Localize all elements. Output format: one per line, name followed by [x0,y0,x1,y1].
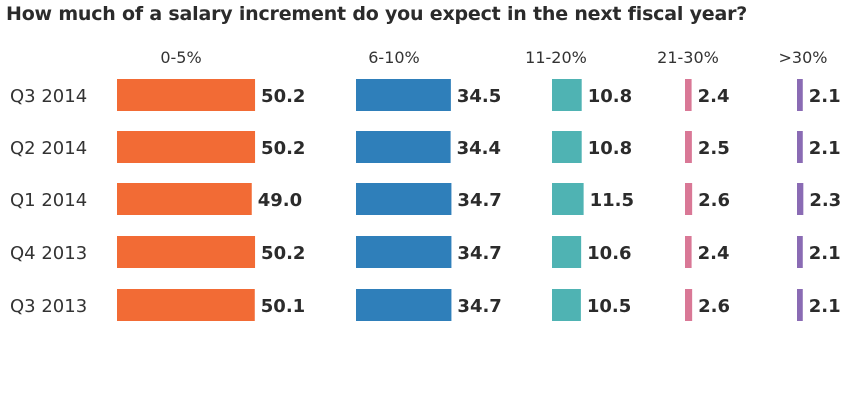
bar-3-0 [685,79,692,111]
bar-1-1 [356,131,451,163]
series-header-1: 6-10% [368,48,420,67]
value-label: 34.7 [457,190,501,211]
series-header-3: 21-30% [657,48,719,67]
value-label: 11.5 [590,190,634,211]
bar-1-4 [356,289,452,321]
bar-1-3 [356,236,452,268]
bar-4-1 [797,131,803,163]
value-label: 2.1 [809,243,841,264]
bar-3-2 [685,183,693,215]
series-header-2: 11-20% [525,48,587,67]
value-label: 50.2 [261,138,305,159]
value-label: 10.8 [588,86,632,107]
value-label: 34.7 [457,296,501,317]
category-label: Q4 2013 [10,243,87,264]
bar-0-1 [117,131,256,163]
bar-0-3 [117,236,256,268]
bar-3-4 [685,289,693,321]
bar-0-2 [117,183,252,215]
bar-0-0 [117,79,256,111]
bar-0-4 [117,289,255,321]
value-label: 2.4 [698,86,730,107]
bar-2-3 [552,236,582,268]
bar-1-2 [356,183,452,215]
bar-3-1 [685,131,692,163]
value-label: 2.6 [698,190,730,211]
value-label: 50.2 [261,86,305,107]
category-label: Q3 2013 [10,296,87,317]
bar-2-0 [552,79,582,111]
category-label: Q2 2014 [10,138,87,159]
value-label: 34.4 [457,138,501,159]
series-header-0: 0-5% [160,48,201,67]
value-label: 50.1 [261,296,305,317]
bar-2-4 [552,289,581,321]
value-label: 50.2 [261,243,305,264]
value-label: 49.0 [258,190,302,211]
value-label: 34.5 [457,86,501,107]
series-header-4: >30% [779,48,828,67]
value-label: 10.8 [588,138,632,159]
value-label: 2.1 [809,86,841,107]
value-label: 34.7 [457,243,501,264]
category-label: Q1 2014 [10,190,87,211]
value-label: 10.6 [587,243,631,264]
bar-4-0 [797,79,803,111]
value-label: 2.1 [809,138,841,159]
bar-4-3 [797,236,803,268]
bar-3-3 [685,236,692,268]
bar-2-2 [552,183,584,215]
value-label: 2.3 [809,190,841,211]
bar-1-0 [356,79,451,111]
value-label: 2.5 [698,138,730,159]
bar-4-4 [797,289,803,321]
bar-4-2 [797,183,804,215]
value-label: 10.5 [587,296,631,317]
value-label: 2.6 [698,296,730,317]
value-label: 2.1 [809,296,841,317]
value-label: 2.4 [698,243,730,264]
chart-title: How much of a salary increment do you ex… [6,3,748,25]
category-label: Q3 2014 [10,86,87,107]
bar-2-1 [552,131,582,163]
